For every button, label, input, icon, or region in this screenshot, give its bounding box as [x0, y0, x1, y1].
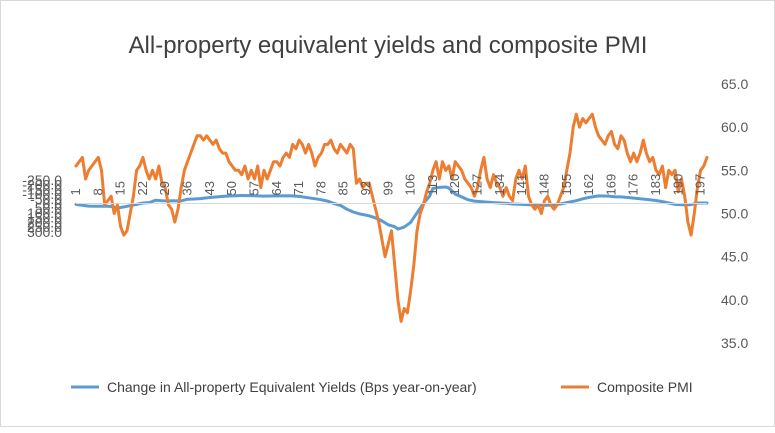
left-tick-label: -50.0: [30, 191, 62, 207]
x-tick-label: 1: [68, 188, 83, 195]
series-line-pmi: [74, 112, 709, 323]
right-tick-label: 60.0: [721, 119, 748, 135]
left-tick-label: -250.0: [22, 172, 62, 188]
x-tick-label: 169: [603, 174, 618, 196]
x-tick-label: 78: [313, 181, 328, 195]
x-tick-label: 127: [470, 174, 485, 196]
x-tick-label: 120: [447, 174, 462, 196]
x-tick-label: 71: [291, 181, 306, 195]
left-tick-label: 300.0: [27, 224, 62, 240]
x-tick-label: 29: [157, 181, 172, 195]
x-tick-label: 57: [246, 181, 261, 195]
right-tick-label: 65.0: [721, 76, 748, 92]
left-tick-label: 250.0: [27, 219, 62, 235]
x-tick-label: 197: [693, 174, 708, 196]
legend: Change in All-property Equivalent Yields…: [71, 379, 693, 395]
x-tick-label: 148: [536, 174, 551, 196]
x-tick-label: 50: [224, 181, 239, 195]
left-tick-label: -200.0: [22, 177, 62, 193]
left-tick-label: 150.0: [27, 210, 62, 226]
x-axis: 1 8 15 22 29 36 43 50 57 64 71 78 85 92 99 106 113 120 127…: [68, 174, 708, 204]
left-tick-label: 50.0: [35, 200, 62, 216]
right-axis: 35.0 40.0 45.0 50.0 55.0 60.0 65.0: [721, 76, 748, 351]
right-tick-label: 35.0: [721, 335, 748, 351]
x-tick-label: 134: [492, 174, 507, 196]
left-axis: -250.0-200.0-150.0-100.0-50.00.050.0100.…: [22, 172, 62, 240]
x-tick-label: 85: [336, 181, 351, 195]
left-tick-label: 200.0: [27, 214, 62, 230]
x-tick-label: 15: [113, 181, 128, 195]
left-tick-label: -150.0: [22, 181, 62, 197]
x-tick-label: 99: [380, 181, 395, 195]
right-tick-label: 40.0: [721, 292, 748, 308]
x-tick-label: 141: [514, 174, 529, 196]
plot-lines: [74, 112, 709, 323]
x-tick-label: 64: [269, 181, 284, 195]
x-tick-label: 22: [135, 181, 150, 195]
x-tick-label: 176: [626, 174, 641, 196]
x-tick-label: 155: [559, 174, 574, 196]
right-tick-label: 45.0: [721, 249, 748, 265]
x-tick-label: 106: [403, 174, 418, 196]
series-line-yields: [74, 185, 709, 231]
x-tick-label: 190: [670, 174, 685, 196]
left-tick-label: 0.0: [43, 196, 63, 212]
x-tick-label: 36: [180, 181, 195, 195]
left-tick-label: -100.0: [22, 186, 62, 202]
x-tick-label: 162: [581, 174, 596, 196]
legend-label-pmi: Composite PMI: [597, 379, 693, 395]
x-tick-label: 183: [648, 174, 663, 196]
x-tick-label: 43: [202, 181, 217, 195]
chart-title: All-property equivalent yields and compo…: [129, 32, 648, 59]
right-tick-label: 55.0: [721, 162, 748, 178]
x-tick-label: 8: [90, 188, 105, 195]
right-tick-label: 50.0: [721, 206, 748, 222]
x-tick-label: 113: [425, 175, 440, 196]
legend-label-yields: Change in All-property Equivalent Yields…: [107, 379, 477, 395]
x-tick-label: 92: [358, 181, 373, 195]
left-tick-label: 100.0: [27, 205, 62, 221]
